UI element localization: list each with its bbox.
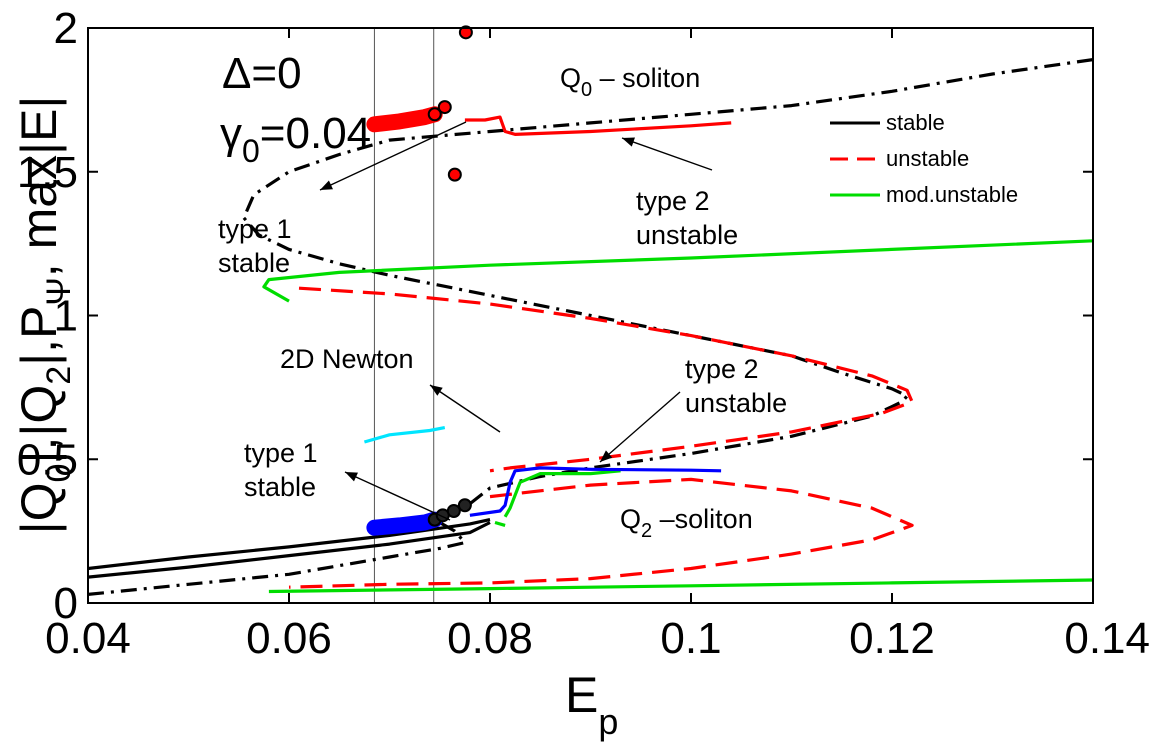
param-gamma-value: =0.04	[260, 109, 371, 158]
annotation-1-line-0: type 1	[218, 214, 292, 244]
data-marker-7	[457, 498, 472, 513]
annotation-arrow-0	[319, 121, 467, 191]
annotation-2-line-1: unstable	[636, 220, 738, 250]
param-gamma-symbol: γ	[220, 109, 242, 158]
series-line-7	[262, 239, 1093, 303]
series-line-8	[268, 578, 1093, 594]
x-axis-title: Ep	[565, 667, 618, 742]
series-line-9	[503, 469, 621, 518]
annotation-arrow-1	[621, 137, 713, 171]
x-tick-label-0: 0.04	[45, 614, 131, 663]
y-tick-label-3: 1.5	[17, 148, 78, 197]
series-line-4	[298, 286, 914, 473]
x-axis-title-main: E	[565, 667, 598, 723]
data-marker-3	[447, 167, 462, 182]
annotation-1-line-1: stable	[218, 248, 290, 278]
x-tick-label-3: 0.1	[660, 614, 721, 663]
param-gamma-sub: 0	[242, 133, 260, 169]
annotation-arrow-2	[429, 384, 501, 433]
legend-label-1: unstable	[886, 146, 969, 171]
series-line-12	[363, 426, 446, 444]
y-tick-label-1: 0.5	[17, 435, 78, 484]
data-marker-0	[458, 25, 473, 40]
plot-area	[88, 25, 1093, 603]
annotation-arrow-4	[344, 471, 451, 521]
series-line-3	[88, 521, 491, 579]
series-line-2	[88, 518, 491, 571]
series-line-10	[494, 520, 506, 527]
series-line-13	[366, 106, 443, 133]
x-tick-label-5: 0.14	[1064, 614, 1150, 663]
data-marker-1	[427, 107, 442, 122]
annotation-6-line-0: Q2 –soliton	[620, 504, 753, 542]
y-axis-title: |Q0|,|Q2|,PΨ, max|E|	[11, 96, 78, 535]
legend-label-2: mod.unstable	[886, 182, 1018, 207]
annotation-3-line-0: 2D Newton	[280, 344, 414, 374]
annotation-5-line-1: stable	[244, 472, 316, 502]
series-layer	[88, 58, 1093, 596]
param-delta: Δ=0	[222, 49, 302, 98]
x-tick-label-4: 0.12	[849, 614, 935, 663]
y-axis-title-part-2: |,|Q	[11, 385, 67, 464]
y-tick-label-2: 1	[54, 292, 78, 341]
series-line-6	[464, 115, 732, 136]
y-axis-title-part-0: |Q	[11, 482, 67, 534]
param-gamma: γ0=0.04	[220, 109, 371, 169]
y-tick-label-4: 2	[54, 4, 78, 53]
legend: stable unstable mod.unstable	[830, 110, 1018, 207]
y-axis-title-part-4: |,P	[11, 306, 67, 366]
annotations-layer: Q0 – soliton type 1 stable type 2 unstable 2D…	[218, 63, 787, 542]
annotation-4-line-1: unstable	[685, 388, 787, 418]
legend-label-0: stable	[886, 110, 945, 135]
series-line-14	[366, 511, 443, 536]
annotation-4-line-0: type 2	[685, 354, 759, 384]
y-axis-title-part-5: Ψ	[40, 277, 78, 305]
x-axis-title-sub: p	[598, 701, 618, 742]
data-marker-2	[437, 100, 452, 115]
x-tick-label-2: 0.08	[447, 614, 533, 663]
series-line-5	[288, 477, 914, 589]
series-line-11	[469, 466, 722, 517]
y-tick-label-0: 0	[54, 579, 78, 628]
y-axis-title-part-3: 2	[40, 366, 78, 385]
annotation-arrow-3	[599, 391, 681, 463]
arrows-layer	[319, 121, 713, 521]
data-marker-6	[446, 504, 461, 518]
marker-layer	[427, 25, 473, 527]
x-tick-label-1: 0.06	[246, 614, 332, 663]
annotation-5-line-0: type 1	[244, 438, 318, 468]
y-axis-title-part-1: 0	[40, 464, 78, 483]
y-axis-title-part-6: , max|E|	[11, 96, 67, 278]
series-line-1	[242, 58, 1093, 506]
ticks-layer	[87, 27, 1094, 604]
annotation-2-line-0: type 2	[636, 186, 710, 216]
annotation-0-line-0: Q0 – soliton	[560, 63, 700, 101]
